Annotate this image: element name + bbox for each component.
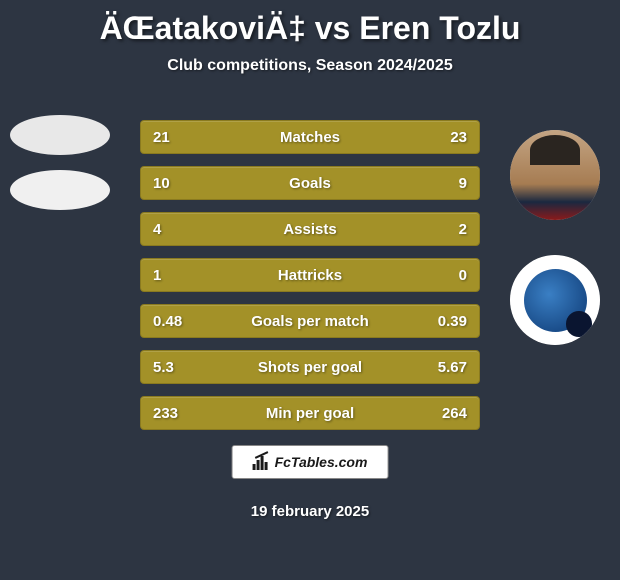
stat-right-value: 5.67 [438,359,479,376]
stat-label: Min per goal [266,405,354,422]
stat-row-shots-per-goal: 5.3 Shots per goal 5.67 [140,350,480,384]
stat-left-value: 4 [141,221,191,238]
stat-label: Shots per goal [258,359,362,376]
footer-brand-box: FcTables.com [232,445,389,479]
stat-row-min-per-goal: 233 Min per goal 264 [140,396,480,430]
stat-label: Hattricks [278,267,342,284]
stat-right-value: 2 [459,221,479,238]
stat-left-value: 10 [141,175,191,192]
stat-row-goals-per-match: 0.48 Goals per match 0.39 [140,304,480,338]
stat-left-value: 1 [141,267,191,284]
stat-right-value: 264 [442,405,479,422]
footer-date: 19 february 2025 [251,503,369,520]
stat-left-value: 5.3 [141,359,191,376]
stat-right-value: 9 [459,175,479,192]
stat-left-value: 233 [141,405,191,422]
left-player-avatars [10,115,110,225]
stat-row-goals: 10 Goals 9 [140,166,480,200]
stats-list: 21 Matches 23 10 Goals 9 4 Assists 2 1 H… [140,120,480,442]
stat-label: Goals per match [251,313,369,330]
stat-label: Goals [289,175,331,192]
stat-row-matches: 21 Matches 23 [140,120,480,154]
stat-label: Assists [283,221,336,238]
chart-icon [253,454,271,470]
stat-left-value: 21 [141,129,191,146]
page-title: ÄŒatakoviÄ‡ vs Eren Tozlu [0,0,620,47]
right-player-avatar [510,130,600,220]
left-club-logo-placeholder [10,170,110,210]
footer-brand-text: FcTables.com [275,454,368,470]
stat-row-hattricks: 1 Hattricks 0 [140,258,480,292]
stat-right-value: 23 [450,129,479,146]
stat-left-value: 0.48 [141,313,191,330]
stat-right-value: 0 [459,267,479,284]
stat-label: Matches [280,129,340,146]
club-logo-inner [524,269,587,332]
left-player-avatar-placeholder-1 [10,115,110,155]
right-player-avatars [510,130,600,380]
club-logo-outer [510,255,600,345]
subtitle: Club competitions, Season 2024/2025 [0,57,620,75]
player-face-graphic [510,130,600,220]
right-club-logo [510,255,600,345]
stat-right-value: 0.39 [438,313,479,330]
stat-row-assists: 4 Assists 2 [140,212,480,246]
